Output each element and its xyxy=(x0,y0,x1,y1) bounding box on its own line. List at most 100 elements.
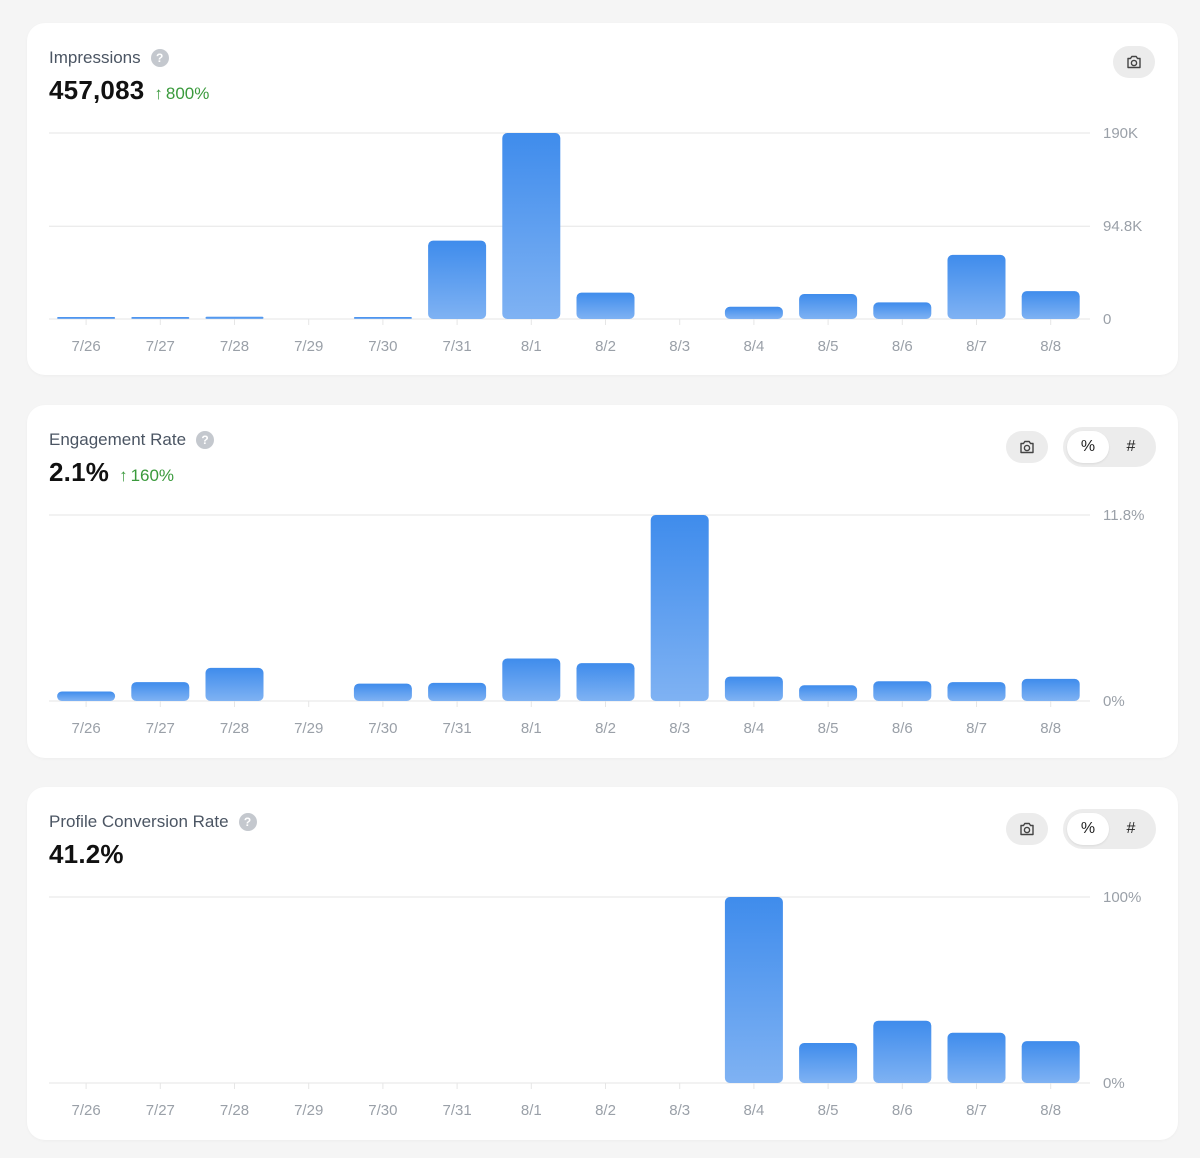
x-tick-label: 8/2 xyxy=(595,720,616,737)
bar-8-1[interactable] xyxy=(502,658,561,701)
screenshot-button[interactable] xyxy=(1113,46,1155,78)
x-tick-label: 7/31 xyxy=(442,338,471,355)
x-tick-label: 8/8 xyxy=(1040,338,1061,355)
x-tick-label: 7/31 xyxy=(442,720,471,737)
y-tick-label: 0% xyxy=(1103,693,1125,710)
bar-7-26[interactable] xyxy=(57,317,116,319)
bar-8-4[interactable] xyxy=(724,676,783,701)
bar-8-8[interactable] xyxy=(1021,291,1080,319)
bar-8-3[interactable] xyxy=(650,515,709,701)
count-toggle-option[interactable]: # xyxy=(1126,820,1136,837)
x-tick-label: 8/3 xyxy=(669,720,690,737)
bar-8-7[interactable] xyxy=(947,254,1006,319)
screenshot-button[interactable] xyxy=(1006,813,1048,845)
x-tick-label: 7/27 xyxy=(146,338,175,355)
x-tick-label: 8/4 xyxy=(743,720,764,737)
x-tick-label: 8/7 xyxy=(966,338,987,355)
card-title: Profile Conversion Rate ? xyxy=(49,812,257,832)
x-tick-label: 7/26 xyxy=(71,720,100,737)
question-circle-icon[interactable]: ? xyxy=(150,49,169,67)
bar-7-28[interactable] xyxy=(205,667,264,701)
bar-7-30[interactable] xyxy=(353,683,412,701)
x-tick-label: 8/4 xyxy=(743,338,764,355)
bar-8-8[interactable] xyxy=(1021,1041,1080,1083)
bar-8-4[interactable] xyxy=(724,306,783,319)
y-tick-label: 11.8% xyxy=(1103,507,1144,524)
x-tick-label: 7/30 xyxy=(368,338,397,355)
bar-8-2[interactable] xyxy=(576,663,635,701)
bar-8-8[interactable] xyxy=(1021,678,1080,701)
x-tick-label: 8/5 xyxy=(818,1102,839,1119)
bar-8-2[interactable] xyxy=(576,292,635,319)
metric-row: 41.2% xyxy=(49,839,124,870)
bar-7-26[interactable] xyxy=(57,691,116,701)
x-tick-label: 7/28 xyxy=(220,1102,249,1119)
camera-icon xyxy=(1020,440,1034,454)
x-tick-label: 8/5 xyxy=(818,720,839,737)
bar-7-31[interactable] xyxy=(428,682,487,701)
bar-7-28[interactable] xyxy=(205,316,264,319)
x-tick-label: 8/6 xyxy=(892,720,913,737)
engagement-change-value: 160% xyxy=(130,466,175,485)
y-tick-label: 0% xyxy=(1103,1075,1125,1092)
x-tick-label: 7/28 xyxy=(220,338,249,355)
bar-8-6[interactable] xyxy=(873,1020,932,1083)
screenshot-button[interactable] xyxy=(1006,431,1048,463)
x-tick-label: 8/8 xyxy=(1040,1102,1061,1119)
card-title: Impressions ? xyxy=(49,48,169,68)
y-tick-label: 190K xyxy=(1103,125,1138,142)
question-circle-icon[interactable]: ? xyxy=(196,431,215,449)
x-tick-label: 8/7 xyxy=(966,1102,987,1119)
bar-8-1[interactable] xyxy=(502,133,561,319)
x-tick-label: 7/27 xyxy=(146,720,175,737)
engagement-value: 2.1% xyxy=(49,457,110,487)
bar-7-31[interactable] xyxy=(428,240,487,319)
bar-8-4[interactable] xyxy=(724,897,783,1083)
bar-8-6[interactable] xyxy=(873,681,932,701)
x-tick-label: 7/29 xyxy=(294,720,323,737)
arrow-up-icon: ↑ xyxy=(154,84,163,103)
bar-7-27[interactable] xyxy=(131,317,190,319)
conversion-value: 41.2% xyxy=(49,839,124,869)
x-tick-label: 8/1 xyxy=(521,1102,542,1119)
bar-7-27[interactable] xyxy=(131,682,190,701)
percent-toggle-option[interactable]: % xyxy=(1067,813,1109,845)
bar-8-6[interactable] xyxy=(873,302,932,319)
x-tick-label: 7/29 xyxy=(294,338,323,355)
impressions-chart: 0 94.8K 190K 7/26 7/27 7/28 7/29 7/30 7/31 8/1 8/2… xyxy=(49,125,1142,355)
camera-icon xyxy=(1127,55,1141,69)
percent-toggle-option[interactable]: % xyxy=(1067,431,1109,463)
x-tick-label: 8/2 xyxy=(595,1102,616,1119)
conversion-chart: 0% 100% 7/26 7/27 7/28 7/29 7/30 7/31 8/1 8/2 8/3 8… xyxy=(49,889,1141,1119)
count-toggle-option[interactable]: # xyxy=(1126,438,1136,455)
x-tick-label: 7/31 xyxy=(442,1102,471,1119)
x-tick-label: 7/28 xyxy=(220,720,249,737)
x-tick-label: 8/6 xyxy=(892,338,913,355)
x-tick-label: 7/26 xyxy=(71,1102,100,1119)
bar-8-5[interactable] xyxy=(799,685,858,701)
unit-toggle: % # xyxy=(1063,809,1156,849)
conversion-card: Profile Conversion Rate ? 41.2% % # 0% 10… xyxy=(27,787,1178,1140)
impressions-change-value: 800% xyxy=(165,84,210,103)
metric-row: 2.1% ↑ 160% xyxy=(49,457,174,488)
x-tick-label: 7/30 xyxy=(368,720,397,737)
metric-row: 457,083 ↑ 800% xyxy=(49,75,209,106)
bar-8-7[interactable] xyxy=(947,1032,1006,1083)
bar-8-5[interactable] xyxy=(799,1043,858,1083)
card-title: Engagement Rate ? xyxy=(49,430,215,450)
arrow-up-icon: ↑ xyxy=(119,466,128,485)
x-tick-label: 7/27 xyxy=(146,1102,175,1119)
impressions-change: ↑ 800% xyxy=(154,84,209,104)
bar-8-5[interactable] xyxy=(799,294,858,319)
x-tick-label: 8/3 xyxy=(669,338,690,355)
bar-7-30[interactable] xyxy=(353,317,412,319)
x-tick-label: 8/2 xyxy=(595,338,616,355)
x-tick-label: 8/6 xyxy=(892,1102,913,1119)
x-tick-label: 8/1 xyxy=(521,338,542,355)
bar-8-7[interactable] xyxy=(947,682,1006,701)
question-circle-icon[interactable]: ? xyxy=(238,813,257,831)
camera-icon xyxy=(1020,822,1034,836)
y-tick-label: 94.8K xyxy=(1103,218,1142,235)
x-tick-label: 8/3 xyxy=(669,1102,690,1119)
impressions-value: 457,083 xyxy=(49,75,145,105)
